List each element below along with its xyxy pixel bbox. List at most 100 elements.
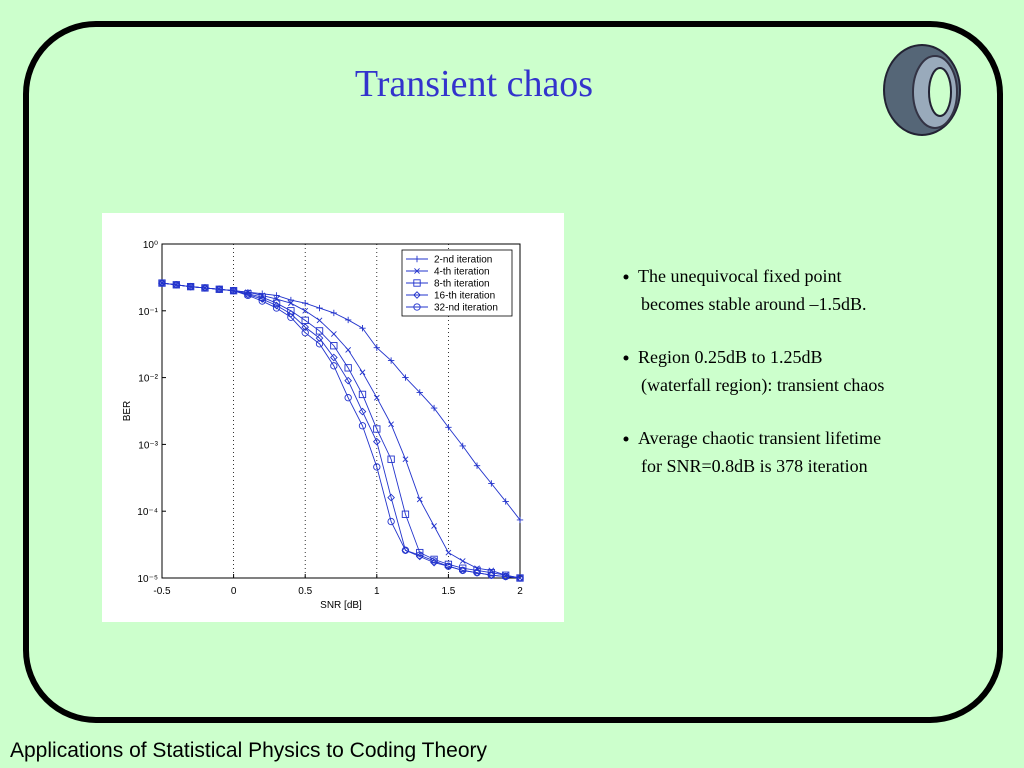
marker [459, 564, 467, 572]
marker [373, 425, 381, 433]
logo [883, 44, 961, 136]
marker [373, 344, 380, 351]
marker [445, 549, 452, 556]
x-tick-label: 1 [374, 586, 380, 597]
marker [473, 569, 481, 577]
marker [301, 323, 310, 331]
marker [401, 510, 410, 518]
legend-label: 16-th iteration [434, 291, 495, 302]
marker [288, 300, 294, 307]
marker [330, 362, 338, 370]
marker [272, 304, 281, 312]
marker [473, 566, 481, 575]
marker [387, 517, 395, 526]
marker [186, 282, 195, 291]
marker [287, 313, 295, 321]
legend-label: 8-th iteration [434, 279, 490, 290]
marker [358, 390, 367, 399]
marker [359, 324, 366, 332]
marker [302, 299, 309, 307]
marker [316, 317, 323, 324]
marker [413, 255, 421, 263]
marker [430, 404, 438, 412]
marker [444, 560, 453, 569]
y-tick-label: 10⁻³ [138, 440, 158, 451]
marker [487, 569, 496, 577]
marker [315, 327, 324, 335]
bullet-text: for SNR=0.8dB is 378 iteration [641, 456, 868, 476]
y-tick-label: 10⁻¹ [138, 307, 158, 318]
bullet-text: becomes stable around –1.5dB. [641, 294, 866, 314]
marker [172, 281, 180, 289]
marker [444, 562, 453, 570]
marker [502, 572, 510, 581]
marker [330, 342, 338, 350]
marker [287, 296, 295, 304]
marker [488, 480, 495, 487]
y-axis-label: BER [122, 401, 133, 422]
x-tick-label: -0.5 [153, 586, 171, 597]
bullet-text: Region 0.25dB to 1.25dB [638, 347, 823, 367]
bullet-text: Average chaotic transient lifetime [638, 428, 881, 448]
marker [502, 498, 509, 505]
marker [229, 287, 238, 295]
marker [416, 496, 423, 503]
marker [273, 296, 280, 302]
marker [345, 347, 352, 353]
marker [244, 291, 252, 300]
marker [516, 574, 524, 582]
marker [413, 279, 421, 287]
y-tick-label: 10⁰ [143, 240, 158, 251]
marker [416, 389, 423, 396]
marker [359, 369, 366, 376]
bullet-dot [623, 436, 629, 442]
marker [358, 407, 367, 416]
marker [431, 523, 437, 529]
marker [387, 455, 395, 463]
marker [401, 546, 410, 554]
x-tick-label: 2 [517, 586, 523, 597]
marker [445, 424, 452, 431]
marker [316, 304, 323, 312]
marker [315, 340, 324, 348]
marker [413, 303, 421, 311]
marker [258, 297, 266, 305]
bullet-dot [623, 274, 629, 280]
marker [344, 316, 352, 324]
marker [402, 374, 409, 381]
x-tick-label: 0.5 [298, 586, 312, 597]
legend-label: 2-nd iteration [434, 255, 492, 266]
marker [330, 331, 337, 337]
marker [272, 301, 281, 310]
marker [413, 291, 421, 299]
marker [344, 394, 352, 402]
y-tick-label: 10⁻⁵ [137, 574, 158, 585]
footer: Applications of Statistical Physics to C… [10, 739, 488, 762]
marker [414, 268, 420, 274]
marker [416, 551, 424, 559]
marker [344, 376, 352, 385]
series-line [161, 282, 521, 579]
marker [273, 292, 280, 299]
marker [387, 493, 395, 502]
marker [215, 285, 223, 293]
legend-label: 4-th iteration [434, 267, 490, 278]
marker [258, 293, 266, 301]
marker [272, 299, 281, 307]
marker [416, 548, 424, 557]
x-tick-label: 0 [231, 586, 237, 597]
marker [302, 307, 309, 314]
y-tick-label: 10⁻² [138, 374, 158, 385]
marker [258, 295, 267, 303]
marker [459, 442, 466, 450]
bullet-dot [623, 355, 629, 361]
marker [459, 566, 467, 575]
marker [387, 357, 395, 364]
y-tick-label: 10⁻⁴ [137, 507, 158, 518]
marker [430, 557, 438, 565]
marker [487, 571, 496, 579]
marker [402, 456, 409, 463]
marker [315, 334, 324, 342]
bullet-text: (waterfall region): transient chaos [641, 375, 884, 396]
